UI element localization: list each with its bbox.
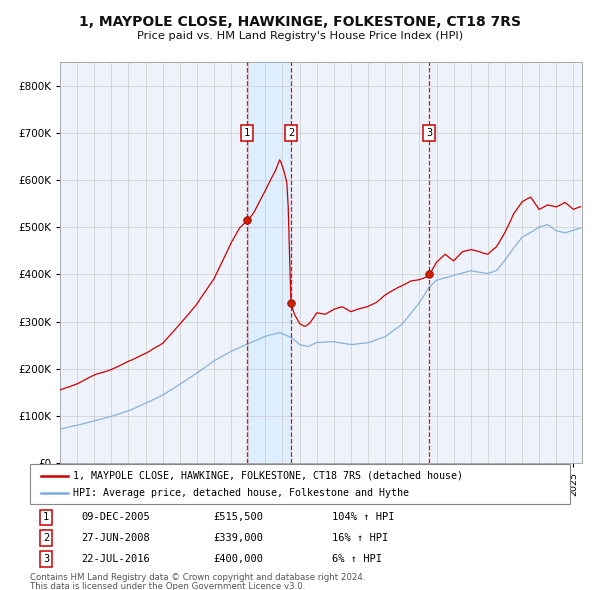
Text: 104% ↑ HPI: 104% ↑ HPI [332,513,395,522]
FancyBboxPatch shape [30,464,570,504]
Text: 1: 1 [43,513,49,522]
Text: 6% ↑ HPI: 6% ↑ HPI [332,554,382,564]
Text: 2: 2 [288,128,294,137]
Text: 16% ↑ HPI: 16% ↑ HPI [332,533,389,543]
Text: HPI: Average price, detached house, Folkestone and Hythe: HPI: Average price, detached house, Folk… [73,488,409,498]
Text: 1, MAYPOLE CLOSE, HAWKINGE, FOLKESTONE, CT18 7RS (detached house): 1, MAYPOLE CLOSE, HAWKINGE, FOLKESTONE, … [73,471,463,481]
Text: 27-JUN-2008: 27-JUN-2008 [82,533,150,543]
Text: 3: 3 [426,128,432,137]
Text: This data is licensed under the Open Government Licence v3.0.: This data is licensed under the Open Gov… [30,582,305,590]
Text: 22-JUL-2016: 22-JUL-2016 [82,554,150,564]
Text: 1: 1 [244,128,250,137]
Text: £400,000: £400,000 [214,554,263,564]
Bar [247,62,291,463]
Text: 1, MAYPOLE CLOSE, HAWKINGE, FOLKESTONE, CT18 7RS: 1, MAYPOLE CLOSE, HAWKINGE, FOLKESTONE, … [79,15,521,29]
Text: £515,500: £515,500 [214,513,263,522]
Text: Price paid vs. HM Land Registry's House Price Index (HPI): Price paid vs. HM Land Registry's House … [137,31,463,41]
Text: £339,000: £339,000 [214,533,263,543]
Text: 09-DEC-2005: 09-DEC-2005 [82,513,150,522]
Text: Contains HM Land Registry data © Crown copyright and database right 2024.: Contains HM Land Registry data © Crown c… [30,573,365,582]
Text: 2: 2 [43,533,49,543]
Text: 3: 3 [43,554,49,564]
